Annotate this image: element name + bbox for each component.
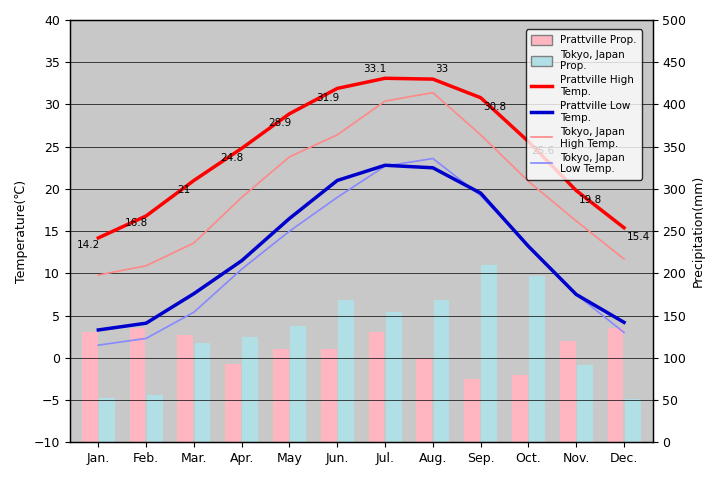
Bar	[243, 336, 258, 442]
Y-axis label: Temperature(℃): Temperature(℃)	[15, 180, 28, 283]
Text: 16.8: 16.8	[125, 218, 148, 228]
Bar	[147, 395, 163, 442]
Text: 31.9: 31.9	[316, 93, 339, 103]
Bar	[625, 399, 641, 442]
Text: 21: 21	[177, 185, 190, 195]
Bar	[433, 300, 449, 442]
Text: 33: 33	[436, 64, 449, 74]
Text: 25.6: 25.6	[531, 146, 554, 156]
Text: 33.1: 33.1	[364, 63, 387, 73]
Text: 15.4: 15.4	[626, 232, 649, 242]
Bar	[225, 364, 241, 442]
Text: 24.8: 24.8	[220, 153, 243, 163]
Bar	[130, 328, 145, 442]
Legend: Prattville Prop., Tokyo, Japan
Prop., Prattville High
Temp., Prattville Low
Temp: Prattville Prop., Tokyo, Japan Prop., Pr…	[526, 29, 642, 180]
Bar	[338, 300, 354, 442]
Bar	[273, 349, 289, 442]
Text: 19.8: 19.8	[579, 195, 602, 205]
Bar	[290, 326, 306, 442]
Bar	[482, 265, 497, 442]
Bar	[608, 328, 624, 442]
Bar	[99, 398, 114, 442]
Bar	[321, 348, 336, 442]
Y-axis label: Precipitation(mm): Precipitation(mm)	[692, 175, 705, 287]
Text: 28.9: 28.9	[268, 119, 292, 129]
Bar	[464, 379, 480, 442]
Bar	[386, 312, 402, 442]
Bar	[512, 375, 528, 442]
Bar	[177, 335, 193, 442]
Text: 14.2: 14.2	[77, 240, 100, 250]
Bar	[529, 276, 545, 442]
Bar	[416, 358, 432, 442]
Bar	[194, 344, 210, 442]
Bar	[577, 365, 593, 442]
Text: 30.8: 30.8	[483, 102, 506, 112]
Bar	[559, 341, 575, 442]
Bar	[369, 333, 384, 442]
Bar	[82, 333, 98, 442]
